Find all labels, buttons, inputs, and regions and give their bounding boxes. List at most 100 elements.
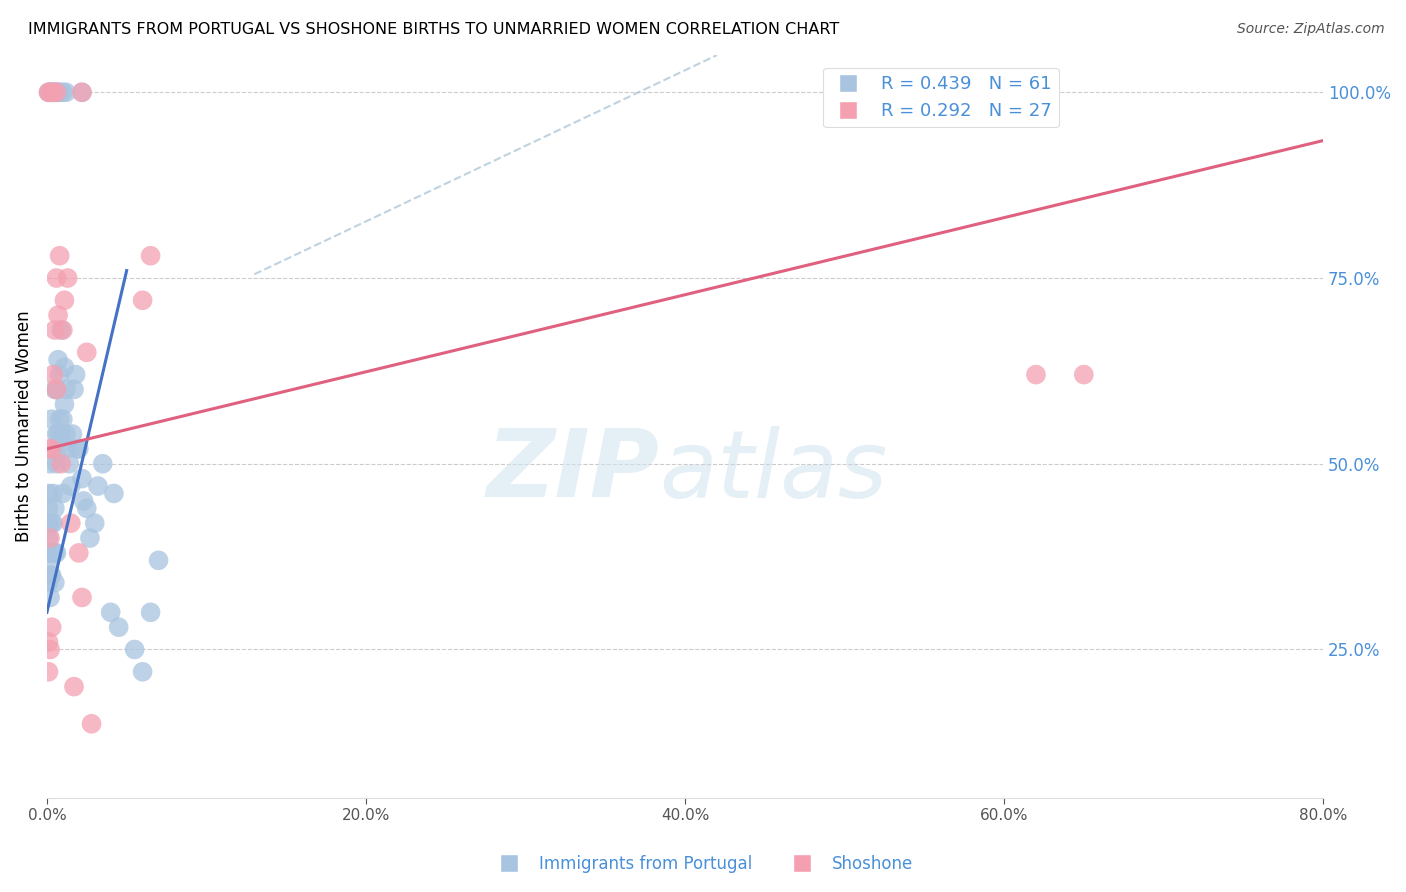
Point: [44, 575, 66, 590]
Point: [41, 412, 63, 426]
Point: [41, 442, 63, 456]
Point: [42, 486, 65, 500]
Point: [76, 345, 98, 359]
Point: [44, 85, 66, 99]
Point: [53, 397, 76, 411]
Point: [37, 665, 59, 679]
Point: [131, 665, 153, 679]
Point: [39, 568, 62, 582]
Point: [58, 457, 80, 471]
Point: [44, 383, 66, 397]
Point: [39, 457, 62, 471]
Point: [83, 516, 105, 531]
Point: [56, 442, 79, 456]
Text: IMMIGRANTS FROM PORTUGAL VS SHOSHONE BIRTHS TO UNMARRIED WOMEN CORRELATION CHART: IMMIGRANTS FROM PORTUGAL VS SHOSHONE BIR…: [28, 22, 839, 37]
Point: [1025, 368, 1047, 382]
Point: [55, 85, 77, 99]
Point: [41, 620, 63, 634]
Point: [48, 85, 70, 99]
Point: [48, 249, 70, 263]
Point: [63, 383, 86, 397]
Text: atlas: atlas: [659, 425, 887, 516]
Point: [39, 531, 62, 545]
Point: [46, 85, 69, 99]
Point: [107, 620, 129, 634]
Point: [46, 352, 69, 367]
Point: [52, 412, 75, 426]
Point: [59, 479, 82, 493]
Point: [53, 360, 76, 375]
Point: [70, 472, 93, 486]
Point: [48, 412, 70, 426]
Point: [80, 716, 103, 731]
Point: [45, 85, 67, 99]
Point: [79, 531, 101, 545]
Point: [46, 427, 69, 442]
Point: [63, 680, 86, 694]
Point: [91, 457, 114, 471]
Point: [131, 293, 153, 308]
Point: [37, 501, 59, 516]
Point: [45, 546, 67, 560]
Point: [66, 442, 89, 456]
Point: [52, 323, 75, 337]
Point: [39, 591, 62, 605]
Point: [70, 591, 93, 605]
Point: [51, 457, 73, 471]
Point: [37, 560, 59, 574]
Legend: R = 0.439   N = 61, R = 0.292   N = 27: R = 0.439 N = 61, R = 0.292 N = 27: [823, 68, 1059, 128]
Point: [148, 553, 170, 567]
Point: [39, 642, 62, 657]
Point: [62, 427, 84, 442]
Point: [44, 501, 66, 516]
Point: [76, 501, 98, 516]
Point: [53, 293, 76, 308]
Point: [41, 516, 63, 531]
Point: [139, 605, 162, 619]
Point: [37, 516, 59, 531]
Point: [41, 546, 63, 560]
Point: [37, 442, 59, 456]
Point: [45, 427, 67, 442]
Point: [44, 323, 66, 337]
Point: [37, 546, 59, 560]
Point: [37, 531, 59, 545]
Text: ZIP: ZIP: [486, 425, 659, 517]
Point: [52, 486, 75, 500]
Point: [103, 486, 125, 500]
Legend: Immigrants from Portugal, Shoshone: Immigrants from Portugal, Shoshone: [485, 848, 921, 880]
Point: [72, 494, 94, 508]
Point: [45, 383, 67, 397]
Point: [48, 368, 70, 382]
Point: [37, 635, 59, 649]
Point: [67, 442, 90, 456]
Point: [1073, 368, 1095, 382]
Point: [55, 383, 77, 397]
Point: [70, 85, 93, 99]
Point: [37, 486, 59, 500]
Point: [45, 271, 67, 285]
Point: [45, 383, 67, 397]
Point: [51, 427, 73, 442]
Point: [52, 85, 75, 99]
Point: [45, 457, 67, 471]
Point: [46, 308, 69, 322]
Point: [87, 479, 110, 493]
Point: [70, 85, 93, 99]
Point: [51, 323, 73, 337]
Point: [100, 605, 122, 619]
Point: [139, 249, 162, 263]
Point: [42, 516, 65, 531]
Point: [124, 642, 146, 657]
Point: [55, 427, 77, 442]
Point: [42, 85, 65, 99]
Point: [37, 85, 59, 99]
Point: [37, 575, 59, 590]
Point: [42, 546, 65, 560]
Point: [67, 546, 90, 560]
Point: [39, 85, 62, 99]
Point: [44, 546, 66, 560]
Point: [65, 368, 87, 382]
Point: [56, 271, 79, 285]
Point: [42, 368, 65, 382]
